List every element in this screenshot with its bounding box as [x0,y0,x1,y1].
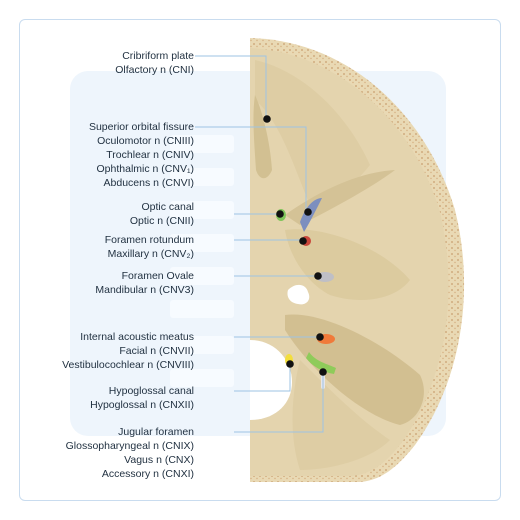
placeholder-box [170,369,234,387]
label-structure: Cribriform plate [122,50,194,62]
marker-foramen-rotundum [299,237,307,245]
jugular-foramen-shape [306,352,336,374]
marker-jugular-foramen [319,368,327,376]
label-nerve: Hypoglossal n (CNXII) [90,399,194,411]
label-nerve: Abducens n (CNVI) [103,177,194,189]
marker-internal-acoustic-meatus [316,333,324,341]
leader-line [234,372,324,433]
placeholder-box [170,267,234,285]
middle-fossa [285,229,410,300]
label-structure: Foramen rotundum [104,234,194,246]
sella-turcica [287,284,310,305]
label-group-optic-canal: Optic canal Optic n (CNII) [130,200,194,228]
label-structure: Internal acoustic meatus [80,331,194,343]
label-structure: Jugular foramen [118,426,194,438]
label-structure: Optic canal [141,201,194,213]
placeholder-box [170,336,234,354]
label-nerve: Olfactory n (CNI) [115,64,194,76]
label-nerve: Oculomotor n (CNIII) [97,135,194,147]
label-group-cribriform: Cribriform plate Olfactory n (CNI) [115,49,194,77]
label-structure: Foramen Ovale [121,270,194,282]
label-structure: Superior orbital fissure [88,121,194,133]
leader-line [195,55,267,119]
placeholder-box [170,168,234,186]
marker-hypoglossal-canal [286,360,294,368]
label-nerve: Trochlear n (CNIV) [106,149,194,161]
marker-cribriform-plate [263,115,271,123]
posterior-fossa [292,360,390,470]
label-group-foramen-rotundum: Foramen rotundum Maxillary n (CNV₂) [105,233,194,261]
label-group-foramen-ovale: Foramen Ovale Mandibular n (CNV3) [95,269,194,297]
placeholder-box [170,234,234,252]
label-nerve: Maxillary n (CNV₂) [107,248,194,260]
markers [263,115,327,376]
placeholder-box [170,201,234,219]
marker-optic-canal [276,210,284,218]
label-group-hypoglossal-canal: Hypoglossal canal Hypoglossal n (CNXII) [90,384,194,412]
anterior-fossa [255,60,370,205]
label-group-superior-orbital-fissure: Superior orbital fissure Oculomotor n (C… [89,120,194,190]
placeholder-box [170,135,234,153]
label-nerve: Vagus n (CNX) [124,454,194,466]
label-nerve: Mandibular n (CNV3) [95,284,194,296]
label-group-internal-acoustic-meatus: Internal acoustic meatus Facial n (CNVII… [62,330,194,372]
label-nerve: Glossopharyngeal n (CNIX) [65,440,194,452]
leader-line [195,126,307,211]
label-structure: Hypoglossal canal [108,385,194,397]
label-nerve: Optic n (CNII) [129,215,194,227]
label-group-jugular-foramen: Jugular foramen Glossopharyngeal n (CNIX… [66,425,194,481]
cribriform-plate [253,95,272,179]
label-nerve: Accessory n (CNXI) [101,468,194,480]
superior-orbital-fissure-shape [300,198,322,232]
marker-foramen-ovale [314,272,322,280]
label-nerve: Vestibulocochlear n (CNVIII) [62,359,194,371]
foramen-magnum [250,340,292,420]
marker-superior-orbital-fissure [304,208,312,216]
label-nerve: Facial n (CNVII) [119,345,194,357]
placeholder-box [170,300,234,318]
label-nerve: Ophthalmic n (CNV₁) [96,163,194,175]
leader-line [234,364,291,392]
